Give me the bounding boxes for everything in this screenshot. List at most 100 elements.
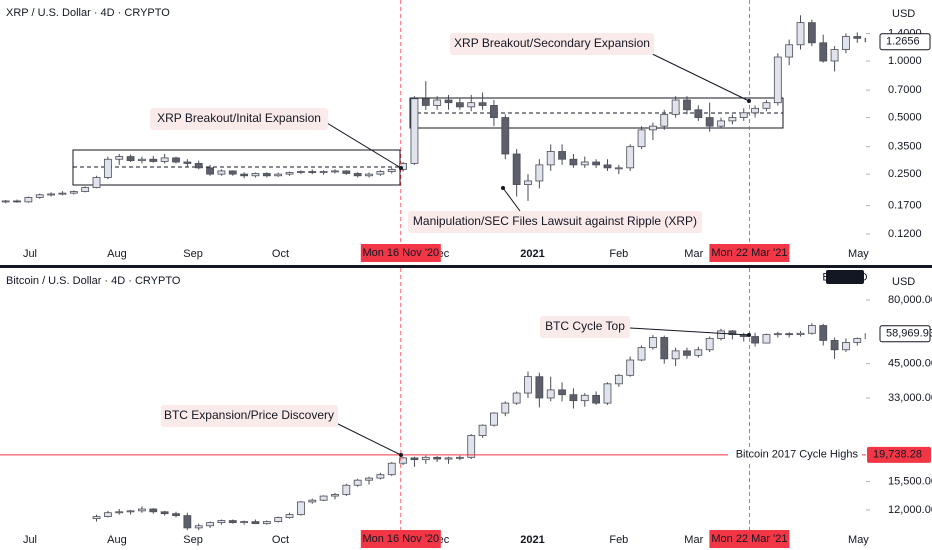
candle-body [387, 462, 396, 476]
hline-text: Bitcoin 2017 Cycle Highs [736, 449, 859, 461]
candle-body [410, 457, 419, 461]
candle-body [262, 521, 271, 525]
candle-body [467, 102, 476, 108]
annotation: XRP Breakout/Inital Expansion [150, 108, 328, 130]
callout-dot [399, 166, 403, 170]
candle-body [308, 499, 317, 503]
candle-body [262, 173, 271, 177]
x-tick-label: Aug [107, 534, 127, 546]
candle-body [81, 187, 90, 192]
candle-body [353, 173, 362, 177]
candle-body [853, 338, 862, 343]
y-tick-label: 80,000.00 [888, 294, 932, 306]
candle-body [762, 334, 771, 344]
candle-body [13, 200, 21, 203]
y-tick-label: 33,000.00 [888, 392, 932, 404]
candle-body [546, 389, 555, 399]
candle-body [671, 350, 680, 360]
annotation-text: XRP Breakout/Secondary Expansion [454, 36, 650, 50]
candle-body [773, 56, 782, 104]
callout-line [321, 119, 402, 169]
candle-body [399, 457, 407, 464]
candle-body [126, 510, 135, 513]
highlight-label-bg [709, 244, 790, 262]
candle-body [183, 515, 192, 529]
x-tick-label: May [848, 534, 869, 546]
annotation: XRP Breakout/Secondary Expansion [450, 33, 654, 55]
candle-body [444, 99, 453, 104]
last-price-label: 58,969.93 [886, 328, 932, 340]
candle-body [705, 117, 714, 127]
candle-body [274, 517, 283, 522]
candle-body [637, 129, 646, 148]
y-tick-label: 0.2500 [888, 168, 922, 180]
highlight-label: Mon 22 Mar '21 [711, 247, 787, 259]
candle-body [807, 22, 816, 44]
candle-body [410, 98, 419, 164]
x-tick-label: 2021 [520, 248, 544, 260]
candle-body [297, 171, 305, 173]
candle-body [853, 36, 862, 39]
candle-body [69, 191, 78, 194]
candle-body [183, 161, 192, 164]
candle-body [671, 99, 680, 115]
annotation-text: XRP Breakout/Inital Expansion [157, 111, 321, 125]
highlight-label-bg [360, 244, 441, 262]
candle-body [819, 325, 828, 341]
candle-body [160, 157, 169, 162]
last-price-bg [879, 33, 931, 51]
candle-body [387, 168, 396, 172]
candle-body [24, 196, 33, 203]
hline-label: 19,738.28 [873, 449, 922, 461]
candle-body [342, 170, 351, 174]
candle-body [194, 525, 203, 529]
candle-body [683, 99, 691, 111]
candle-body [455, 102, 464, 108]
candle-body [637, 347, 646, 361]
y-tick-label: 12,000.00 [888, 504, 932, 516]
candle-body [819, 42, 828, 62]
candle-body [103, 512, 112, 517]
candle-body [308, 171, 317, 173]
candle-body [717, 330, 725, 339]
candle-body [478, 102, 487, 106]
x-tick-label: 2021 [520, 534, 544, 546]
x-tick-label: Feb [609, 248, 628, 260]
callout-line [639, 47, 750, 102]
candle-body [490, 412, 498, 426]
highlight-label: Mon 16 Nov '20 [362, 533, 439, 545]
x-tick-label: Jul [23, 534, 37, 546]
candle-body [614, 374, 623, 385]
candle-body [138, 508, 146, 512]
candle-body [694, 109, 703, 118]
candle-body [580, 161, 589, 166]
candle-body [490, 105, 498, 118]
candle-body [421, 98, 430, 106]
candle-body [717, 120, 725, 127]
candle-body [217, 520, 226, 524]
callout-line [629, 327, 750, 336]
candle-body [830, 340, 839, 351]
candle-body [807, 325, 816, 334]
candle-body [285, 172, 294, 175]
panel-separator [0, 265, 932, 268]
candle-body [353, 479, 362, 486]
callout-line [329, 419, 402, 456]
candle-body [546, 151, 555, 166]
candle-body [228, 520, 237, 524]
candle-body [172, 157, 180, 163]
candle-body [626, 359, 635, 376]
callout-dot [501, 186, 505, 190]
candle-body [569, 158, 578, 166]
candle-body [751, 336, 759, 344]
y-tick-label: 1.0000 [888, 55, 922, 67]
candle-body [365, 477, 373, 481]
candle-body [592, 394, 601, 404]
candle-body [126, 156, 135, 162]
candle-body [842, 36, 850, 50]
candle-body [512, 392, 521, 404]
candle-body [376, 474, 385, 479]
annotation-text: Manipulation/SEC Files Lawsuit against R… [413, 214, 697, 228]
candle-body [319, 495, 328, 501]
